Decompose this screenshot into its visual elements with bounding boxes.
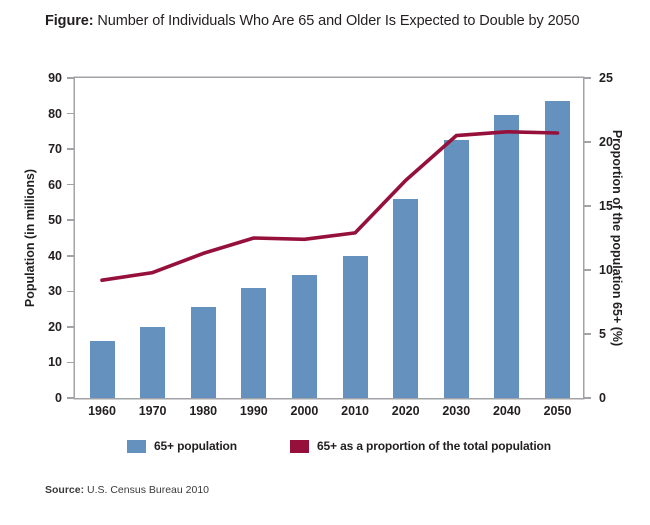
right-axis-tick-label: 20 [599, 135, 613, 149]
right-axis-tick [584, 397, 591, 399]
x-tick-label-2020: 2020 [391, 404, 420, 418]
right-axis-tick [584, 205, 591, 207]
left-axis-tick [67, 361, 74, 364]
x-tick-label-1980: 1980 [189, 404, 218, 418]
left-axis-tick [67, 397, 74, 399]
bar-1990 [241, 287, 267, 398]
x-tick-label-1990: 1990 [239, 404, 268, 418]
left-axis-tick-label: 90 [48, 71, 62, 85]
left-axis-tick [67, 290, 74, 293]
bar-2040 [494, 115, 520, 398]
left-axis-tick-label: 50 [48, 213, 62, 228]
source-text: U.S. Census Bureau 2010 [87, 484, 210, 496]
proportion-line [100, 129, 560, 282]
left-axis-tick-label: 70 [48, 142, 62, 157]
x-tick-label-2000: 2000 [290, 404, 319, 418]
x-tick-label-1960: 1960 [88, 404, 116, 418]
right-axis-tick-label: 0 [599, 391, 606, 405]
bar-2050 [545, 101, 570, 398]
plot-area [75, 78, 583, 398]
right-axis-tick [584, 141, 591, 143]
right-axis-tick [584, 77, 591, 79]
x-tick-label-2010: 2010 [341, 404, 369, 418]
left-axis-tick-label: 60 [48, 177, 62, 192]
left-axis-tick-label: 0 [55, 391, 62, 405]
right-axis-tick-label: 15 [599, 199, 613, 213]
population-legend-swatch [127, 440, 146, 453]
left-axis-tick [67, 219, 74, 221]
right-axis-tick [584, 333, 591, 335]
x-tick-label-2050: 2050 [543, 404, 572, 418]
left-axis-tick-label: 10 [48, 355, 62, 370]
proportion-legend-swatch [290, 440, 309, 453]
left-axis-tick [67, 77, 74, 79]
population-legend-label: 65+ population [154, 439, 237, 453]
bar-1980 [190, 307, 216, 398]
left-axis-tick-label: 80 [48, 106, 62, 121]
proportion-legend-label: 65+ as a proportion of the total populat… [317, 439, 551, 453]
bar-2010 [342, 255, 368, 398]
left-axis-tick-label: 40 [48, 248, 62, 263]
bar-2000 [291, 275, 317, 398]
left-axis-tick-label: 20 [48, 319, 62, 334]
left-axis-tick [67, 148, 74, 150]
x-tick-label-2030: 2030 [442, 404, 471, 418]
source-note: Source: U.S. Census Bureau 2010 [45, 484, 209, 496]
figure-title: Figure: Number of Individuals Who Are 65… [45, 13, 580, 29]
left-axis-tick [67, 255, 74, 257]
right-axis-tick-label: 25 [599, 71, 613, 85]
figure-title-prefix: Figure: [45, 13, 94, 29]
left-axis-tick [67, 183, 74, 186]
right-axis-title-text: Proportion of the population 65+ (%) [610, 129, 624, 347]
bar-1970 [140, 326, 166, 398]
figure-title-text: Number of Individuals Who Are 65 and Old… [97, 13, 580, 29]
right-axis-tick-label: 5 [599, 327, 606, 341]
bar-2030 [443, 140, 469, 398]
right-axis-tick-label: 10 [599, 263, 613, 277]
x-tick-label-2040: 2040 [492, 404, 521, 418]
right-axis-tick [584, 269, 591, 271]
x-tick-label-1970: 1970 [138, 404, 167, 418]
bar-1960 [89, 341, 115, 398]
bar-2020 [393, 198, 419, 398]
left-axis-tick [67, 112, 74, 115]
source-prefix: Source: [45, 484, 85, 496]
line-series [100, 129, 560, 282]
left-axis-tick-label: 30 [48, 284, 62, 299]
left-axis-tick [67, 326, 74, 328]
